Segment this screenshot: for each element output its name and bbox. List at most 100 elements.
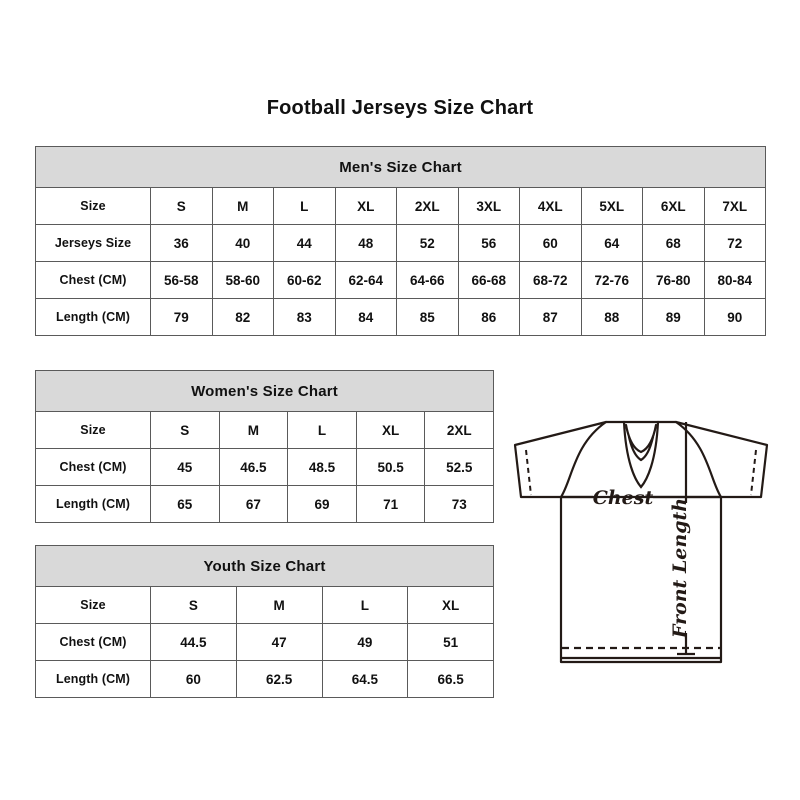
table-cell: 60 <box>519 224 582 262</box>
page-title: Football Jerseys Size Chart <box>266 97 534 119</box>
table-cell: 3XL <box>457 187 520 225</box>
table-row: Size S M L XL 2XL 3XL 4XL 5XL 6XL 7XL <box>35 187 767 225</box>
womens-size-chart-table: Women's Size Chart Size S M L XL 2XL Che… <box>34 370 495 523</box>
table-cell: M <box>211 187 274 225</box>
table-band-row: Youth Size Chart <box>34 545 495 587</box>
table-cell: 60-62 <box>273 261 336 299</box>
table-cell: 47 <box>235 623 323 661</box>
table-row: Chest (CM) 45 46.5 48.5 50.5 52.5 <box>35 448 495 486</box>
row-label-size: Size <box>35 187 151 225</box>
table-row: Size S M L XL <box>35 586 495 624</box>
table-cell: S <box>150 586 237 624</box>
table-cell: 69 <box>287 485 357 523</box>
table-cell: L <box>273 187 336 225</box>
table-cell: 85 <box>396 298 459 336</box>
table-cell: M <box>235 586 323 624</box>
table-cell: 64-66 <box>396 261 459 299</box>
row-label-chest: Chest (CM) <box>35 623 151 661</box>
row-label-chest: Chest (CM) <box>35 448 151 486</box>
table-cell: 68-72 <box>519 261 582 299</box>
table-cell: 36 <box>150 224 213 262</box>
table-row: Length (CM) 79 82 83 84 85 86 87 88 89 9… <box>35 298 767 336</box>
table-cell: 50.5 <box>355 448 426 486</box>
table-cell: L <box>321 586 409 624</box>
row-label-length: Length (CM) <box>35 298 151 336</box>
table-cell: 62.5 <box>235 660 323 698</box>
row-label-length: Length (CM) <box>35 485 151 523</box>
table-cell: 52.5 <box>424 448 495 486</box>
table-row: Chest (CM) 56-58 58-60 60-62 62-64 64-66… <box>35 261 767 299</box>
row-label-jerseys-size: Jerseys Size <box>35 224 151 262</box>
table-cell: 2XL <box>396 187 459 225</box>
jersey-torso-shape <box>559 495 723 664</box>
table-cell: 56 <box>457 224 520 262</box>
table-cell: M <box>218 411 289 449</box>
table-cell: 44 <box>273 224 336 262</box>
table-cell: 62-64 <box>334 261 397 299</box>
table-cell: 89 <box>642 298 705 336</box>
table-cell: 68 <box>642 224 705 262</box>
table-cell: 73 <box>424 485 495 523</box>
mens-size-chart-table: Men's Size Chart Size S M L XL 2XL 3XL 4… <box>34 146 767 336</box>
table-cell: 65 <box>150 485 220 523</box>
table-cell: XL <box>334 187 397 225</box>
table-cell: 64.5 <box>321 660 409 698</box>
jersey-right-sleeve-hem-dash <box>750 449 757 496</box>
table-cell: 51 <box>407 623 495 661</box>
table-cell: 56-58 <box>150 261 213 299</box>
table-cell: 71 <box>355 485 426 523</box>
table-cell: 6XL <box>642 187 705 225</box>
table-cell: 88 <box>580 298 643 336</box>
table-cell: 46.5 <box>218 448 289 486</box>
mens-chart-band-label: Men's Size Chart <box>34 146 767 188</box>
row-label-size: Size <box>35 411 151 449</box>
jersey-right-sleeve-shape <box>674 420 769 499</box>
table-row: Chest (CM) 44.5 47 49 51 <box>35 623 495 661</box>
table-cell: 67 <box>218 485 289 523</box>
table-cell: 82 <box>211 298 274 336</box>
table-row: Jerseys Size 36 40 44 48 52 56 60 64 68 … <box>35 224 767 262</box>
table-cell: 5XL <box>580 187 643 225</box>
table-cell: L <box>287 411 357 449</box>
table-cell: 48 <box>334 224 397 262</box>
table-cell: S <box>150 187 213 225</box>
table-cell: 58-60 <box>211 261 274 299</box>
row-label-chest: Chest (CM) <box>35 261 151 299</box>
row-label-length: Length (CM) <box>35 660 151 698</box>
table-cell: XL <box>355 411 426 449</box>
jersey-collar-rib-2 <box>627 435 655 462</box>
table-cell: 66-68 <box>457 261 520 299</box>
table-cell: 49 <box>321 623 409 661</box>
table-cell: 60 <box>150 660 237 698</box>
chest-measure-label: Chest <box>593 487 654 509</box>
table-band-row: Men's Size Chart <box>34 146 767 188</box>
jersey-measurement-diagram: Chest Front Length <box>496 400 786 700</box>
table-cell: 44.5 <box>150 623 237 661</box>
table-cell: 66.5 <box>407 660 495 698</box>
table-cell: 80-84 <box>703 261 767 299</box>
table-cell: 2XL <box>424 411 495 449</box>
table-cell: 45 <box>150 448 220 486</box>
jersey-left-sleeve-shape <box>513 420 608 499</box>
jersey-vneck-outer <box>622 420 660 489</box>
table-cell: 40 <box>211 224 274 262</box>
table-row: Size S M L XL 2XL <box>35 411 495 449</box>
table-cell: 84 <box>334 298 397 336</box>
womens-chart-band-label: Women's Size Chart <box>34 370 495 412</box>
table-cell: 90 <box>703 298 767 336</box>
front-length-measure-label: Front Length <box>669 498 691 639</box>
table-cell: 79 <box>150 298 213 336</box>
table-cell: S <box>150 411 220 449</box>
table-cell: 76-80 <box>642 261 705 299</box>
table-cell: XL <box>407 586 495 624</box>
table-cell: 83 <box>273 298 336 336</box>
table-cell: 52 <box>396 224 459 262</box>
table-cell: 86 <box>457 298 520 336</box>
table-cell: 7XL <box>703 187 767 225</box>
table-cell: 87 <box>519 298 582 336</box>
jersey-left-sleeve-hem-dash <box>525 449 532 496</box>
row-label-size: Size <box>35 586 151 624</box>
youth-chart-band-label: Youth Size Chart <box>34 545 495 587</box>
table-cell: 48.5 <box>287 448 357 486</box>
table-row: Length (CM) 60 62.5 64.5 66.5 <box>35 660 495 698</box>
